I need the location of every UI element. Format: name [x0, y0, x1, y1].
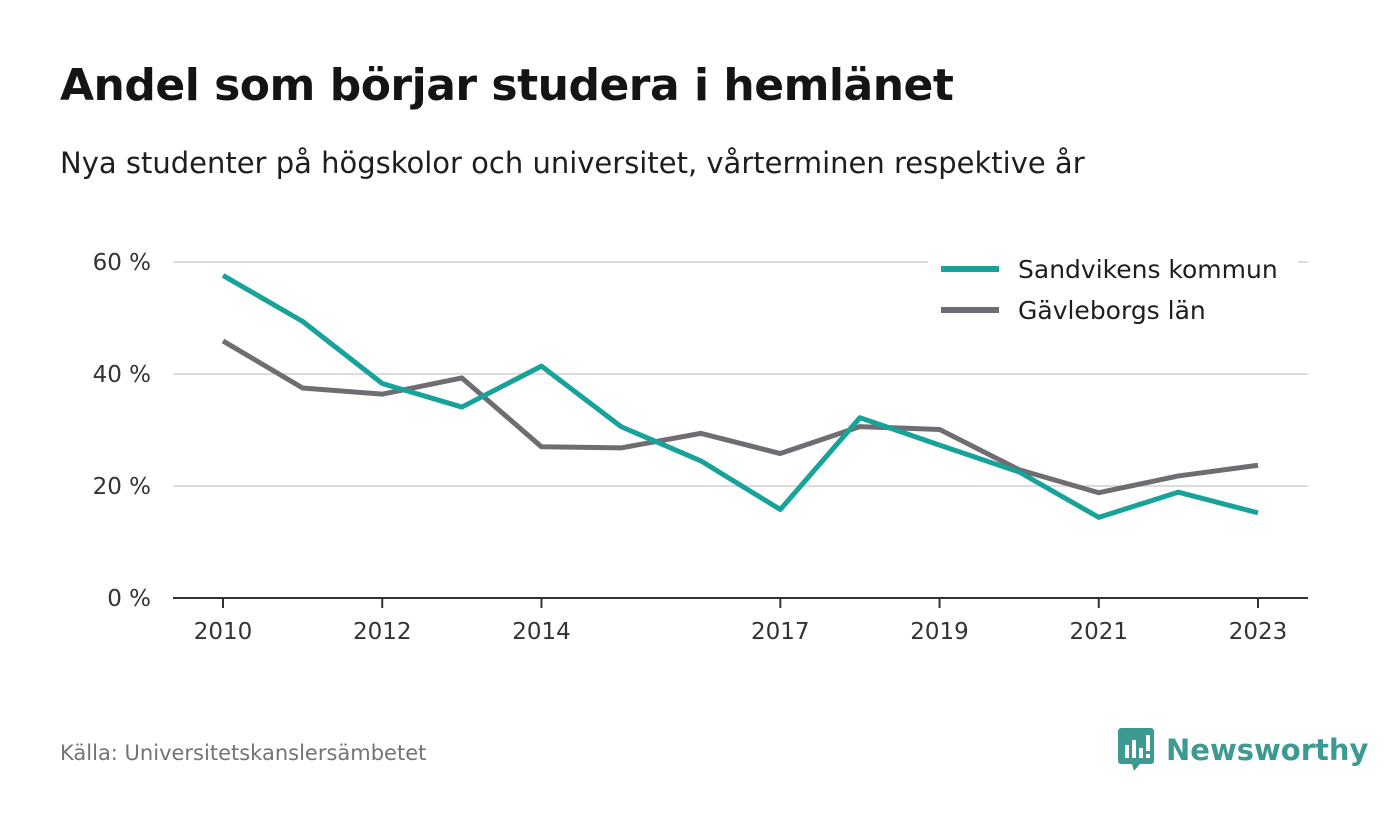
x-tick-label: 2012 [353, 619, 412, 645]
chart-subtitle: Nya studenter på högskolor och universit… [60, 146, 1085, 180]
y-tick-label: 40 % [93, 362, 151, 388]
line-chart: 0 % 20 % 40 % 60 % 2010 2012 2014 2017 2019 2021… [92, 245, 1308, 645]
y-tick-label: 0 % [107, 586, 151, 612]
series-lines [221, 273, 1259, 520]
y-tick-label: 20 % [93, 474, 151, 500]
x-tick-label: 2023 [1229, 619, 1288, 645]
newsworthy-logo-icon [1118, 728, 1154, 771]
series-line-gavleborgs-lan [221, 338, 1259, 496]
x-tick-label: 2017 [751, 619, 810, 645]
legend-label: Sandvikens kommun [1018, 255, 1278, 284]
x-tick-label: 2010 [194, 619, 253, 645]
brand-logo[interactable]: Newsworthy [1118, 728, 1368, 772]
y-axis-ticks: 0 % 20 % 40 % 60 % [93, 250, 151, 612]
legend-background [928, 245, 1298, 335]
source-note: Källa: Universitetskanslersämbetet [60, 741, 427, 765]
y-tick-label: 60 % [93, 250, 151, 276]
chart-title: Andel som börjar studera i hemlänet [60, 60, 954, 111]
legend: Sandvikens kommun Gävleborgs län [928, 245, 1298, 335]
x-axis-ticks: 2010 2012 2014 2017 2019 2021 2023 [194, 598, 1288, 645]
x-tick-label: 2014 [512, 619, 571, 645]
x-tick-label: 2021 [1069, 619, 1128, 645]
x-tick-label: 2019 [910, 619, 969, 645]
brand-name: Newsworthy [1166, 733, 1369, 767]
series-line-sandvikens-kommun [221, 273, 1259, 520]
legend-label: Gävleborgs län [1018, 296, 1206, 325]
